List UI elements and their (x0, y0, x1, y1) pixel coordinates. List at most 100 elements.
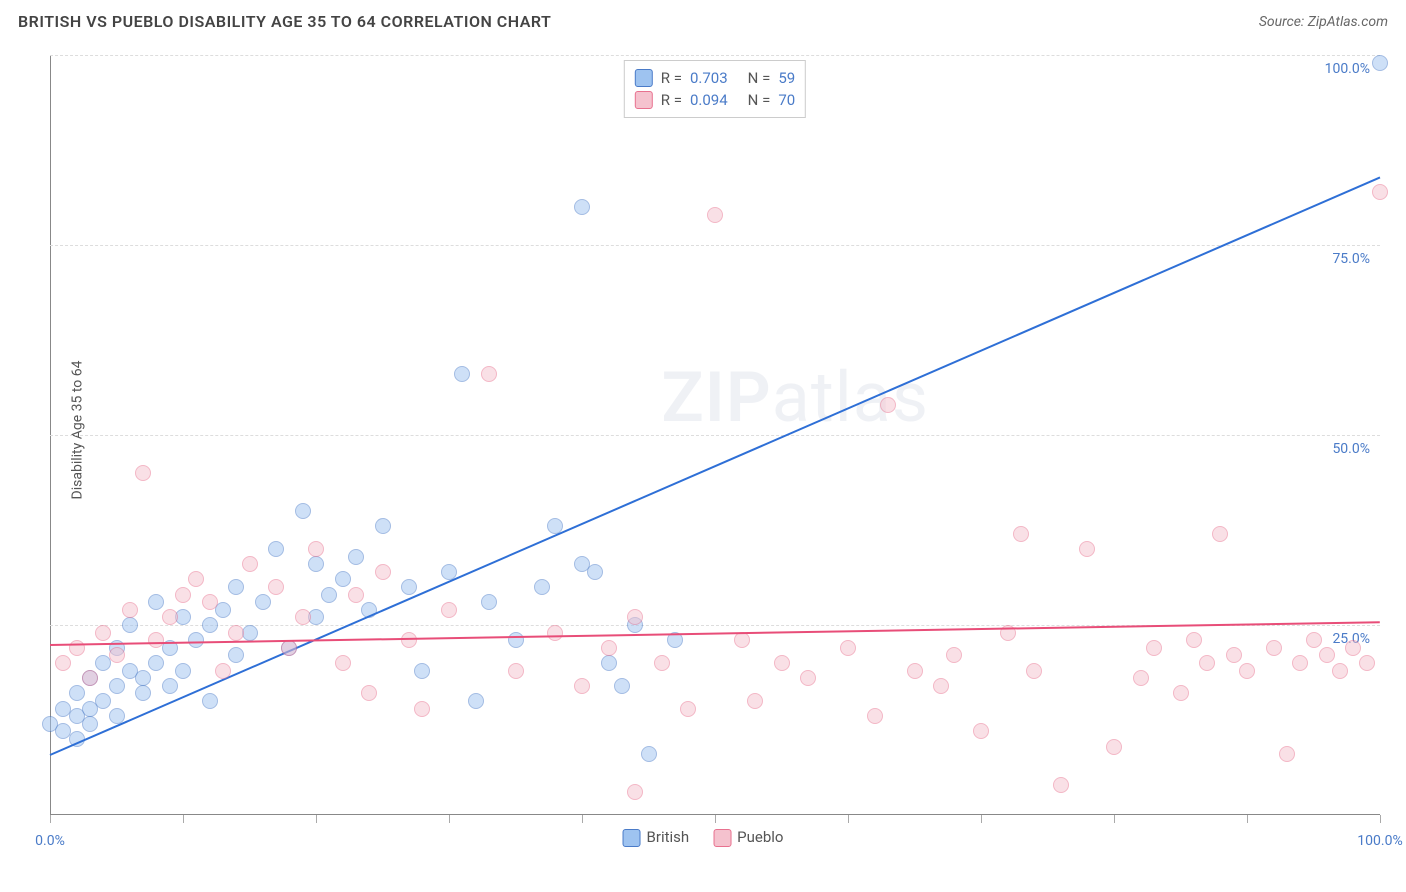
data-point (933, 678, 949, 694)
x-tick (981, 815, 982, 823)
data-point (82, 670, 98, 686)
x-tick (848, 815, 849, 823)
data-point (228, 579, 244, 595)
data-point (1013, 526, 1029, 542)
gridline (50, 55, 1380, 56)
data-point (601, 655, 617, 671)
data-point (148, 594, 164, 610)
data-point (1292, 655, 1308, 671)
series-swatch (713, 829, 731, 847)
data-point (1266, 640, 1282, 656)
data-point (401, 632, 417, 648)
r-label: R = (661, 91, 682, 109)
data-point (162, 678, 178, 694)
data-point (800, 670, 816, 686)
data-point (1053, 777, 1069, 793)
x-tick (50, 815, 51, 823)
watermark-bold: ZIP (661, 357, 771, 439)
data-point (335, 571, 351, 587)
data-point (268, 579, 284, 595)
data-point (268, 541, 284, 557)
data-point (109, 678, 125, 694)
data-point (188, 632, 204, 648)
data-point (135, 685, 151, 701)
data-point (69, 685, 85, 701)
data-point (1106, 739, 1122, 755)
data-point (335, 655, 351, 671)
data-point (1199, 655, 1215, 671)
data-point (95, 625, 111, 641)
data-point (242, 556, 258, 572)
x-tick (1247, 815, 1248, 823)
data-point (401, 579, 417, 595)
data-point (414, 663, 430, 679)
x-tick-label: 100.0% (1357, 833, 1402, 849)
data-point (348, 549, 364, 565)
data-point (202, 693, 218, 709)
gridline (50, 245, 1380, 246)
data-point (1239, 663, 1255, 679)
data-point (109, 647, 125, 663)
data-point (747, 693, 763, 709)
x-tick (316, 815, 317, 823)
data-point (574, 199, 590, 215)
data-point (907, 663, 923, 679)
data-point (587, 564, 603, 580)
data-point (148, 632, 164, 648)
y-tick-label: 50.0% (1332, 441, 1370, 457)
data-point (228, 647, 244, 663)
data-point (308, 556, 324, 572)
data-point (1146, 640, 1162, 656)
data-point (188, 571, 204, 587)
x-tick-label: 0.0% (35, 833, 65, 849)
data-point (1186, 632, 1202, 648)
data-point (1306, 632, 1322, 648)
data-point (574, 678, 590, 694)
r-value: 0.703 (690, 69, 728, 87)
n-label: N = (748, 91, 771, 109)
data-point (321, 587, 337, 603)
data-point (348, 587, 364, 603)
x-tick (1114, 815, 1115, 823)
legend-label: Pueblo (737, 828, 783, 846)
data-point (1359, 655, 1375, 671)
data-point (1212, 526, 1228, 542)
data-point (454, 366, 470, 382)
data-point (481, 594, 497, 610)
data-point (135, 670, 151, 686)
data-point (55, 655, 71, 671)
data-point (627, 609, 643, 625)
y-tick-label: 75.0% (1332, 251, 1370, 267)
r-label: R = (661, 69, 682, 87)
legend-item: Pueblo (713, 828, 783, 847)
data-point (1026, 663, 1042, 679)
data-point (614, 678, 630, 694)
data-point (162, 609, 178, 625)
data-point (774, 655, 790, 671)
correlation-box: R = 0.703 N = 59 R = 0.094 N = 70 (624, 60, 806, 118)
data-point (680, 701, 696, 717)
data-point (255, 594, 271, 610)
data-point (1279, 746, 1295, 762)
data-point (175, 663, 191, 679)
data-point (840, 640, 856, 656)
data-point (69, 640, 85, 656)
data-point (414, 701, 430, 717)
data-point (1319, 647, 1335, 663)
series-swatch (635, 69, 653, 87)
data-point (281, 640, 297, 656)
legend-label: British (647, 828, 690, 846)
data-point (1079, 541, 1095, 557)
data-point (295, 503, 311, 519)
data-point (508, 663, 524, 679)
series-swatch (623, 829, 641, 847)
data-point (508, 632, 524, 648)
data-point (468, 693, 484, 709)
data-point (880, 397, 896, 413)
data-point (1345, 640, 1361, 656)
n-value: 59 (778, 69, 795, 87)
header: BRITISH VS PUEBLO DISABILITY AGE 35 TO 6… (18, 12, 1388, 31)
x-tick (183, 815, 184, 823)
data-point (228, 625, 244, 641)
data-point (601, 640, 617, 656)
